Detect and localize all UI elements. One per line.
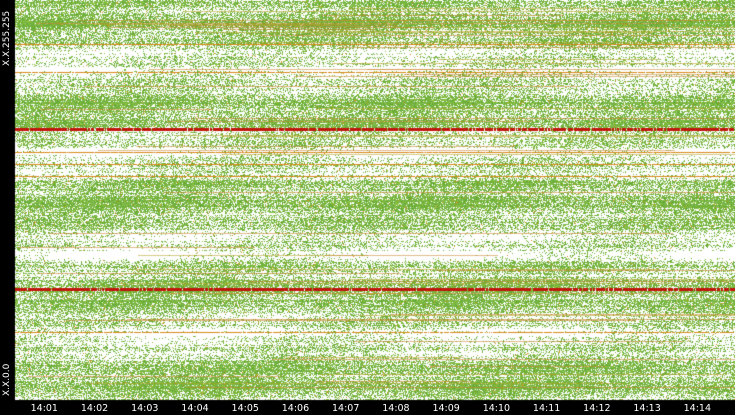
- y-axis-top-label: X.X.255.255: [2, 10, 12, 66]
- x-tick-label: 14:04: [181, 403, 209, 414]
- x-tick-label: 14:11: [532, 403, 561, 414]
- x-tick-label: 14:02: [80, 403, 109, 414]
- x-tick-label: 14:12: [583, 403, 611, 414]
- x-tick-label: 14:09: [432, 403, 460, 414]
- x-tick-label: 14:05: [231, 403, 259, 414]
- x-tick-label: 14:13: [633, 403, 661, 414]
- x-tick-label: 14:10: [482, 403, 511, 414]
- x-tick-label: 14:06: [281, 403, 310, 414]
- y-axis-bottom-label: X.X.0.0: [2, 363, 12, 396]
- x-tick-label: 14:01: [30, 403, 58, 414]
- x-tick-label: 14:07: [331, 403, 360, 414]
- x-tick-label: 14:03: [131, 403, 159, 414]
- x-tick-label: 14:14: [683, 403, 712, 414]
- x-tick-label: 14:08: [382, 403, 410, 414]
